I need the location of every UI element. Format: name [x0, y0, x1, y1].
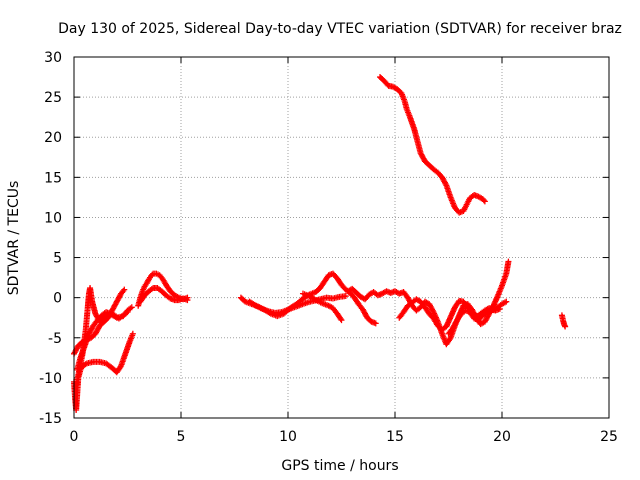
data-point	[128, 304, 135, 311]
series-0	[377, 74, 488, 216]
y-tick-label: 15	[44, 170, 62, 186]
data-point	[121, 286, 128, 293]
ticks: 0 5 10 15 20 25 -15 -10 -5 0 5 10 15 20 25 30	[39, 50, 618, 445]
data-point	[505, 258, 512, 265]
data-point	[184, 297, 191, 304]
data-point	[429, 307, 436, 314]
series-6	[137, 285, 191, 305]
series-8	[246, 293, 349, 316]
x-tick-label: 10	[279, 429, 297, 445]
y-axis-label: SDTVAR / TECUs	[6, 181, 22, 296]
chart-title: Day 130 of 2025, Sidereal Day-to-day VTE…	[58, 21, 622, 37]
data-point	[562, 323, 569, 330]
y-tick-label: 30	[44, 50, 62, 66]
y-tick-label: -5	[48, 331, 62, 347]
grid	[74, 57, 609, 418]
series-13	[558, 312, 569, 330]
x-tick-label: 15	[386, 429, 404, 445]
series-10	[344, 258, 512, 348]
data-point	[442, 181, 449, 188]
series-7	[237, 270, 379, 327]
x-tick-label: 20	[493, 429, 511, 445]
series-9	[299, 290, 345, 324]
data-point	[503, 298, 510, 305]
x-tick-label: 0	[70, 429, 79, 445]
x-tick-label: 25	[600, 429, 618, 445]
data-marks	[71, 74, 569, 413]
data-point	[342, 293, 349, 300]
series-12	[445, 305, 503, 337]
data-point	[337, 315, 344, 322]
data-point	[124, 309, 131, 316]
y-tick-label: 5	[53, 251, 62, 267]
data-point	[129, 330, 136, 337]
y-tick-label: 25	[44, 90, 62, 106]
data-point	[480, 197, 487, 204]
series-4	[74, 309, 131, 373]
y-tick-label: -10	[39, 371, 62, 387]
data-point	[481, 198, 488, 205]
y-tick-label: -15	[39, 411, 62, 427]
data-point	[149, 271, 156, 278]
series-5	[135, 270, 191, 309]
data-point	[120, 287, 127, 294]
x-tick-label: 5	[177, 429, 186, 445]
y-tick-label: 0	[53, 291, 62, 307]
data-point	[338, 317, 345, 324]
data-point	[496, 305, 503, 312]
data-point	[372, 320, 379, 327]
y-tick-label: 20	[44, 130, 62, 146]
plot-frame	[73, 56, 610, 419]
x-axis-label: GPS time / hours	[281, 458, 398, 474]
y-tick-label: 10	[44, 210, 62, 226]
